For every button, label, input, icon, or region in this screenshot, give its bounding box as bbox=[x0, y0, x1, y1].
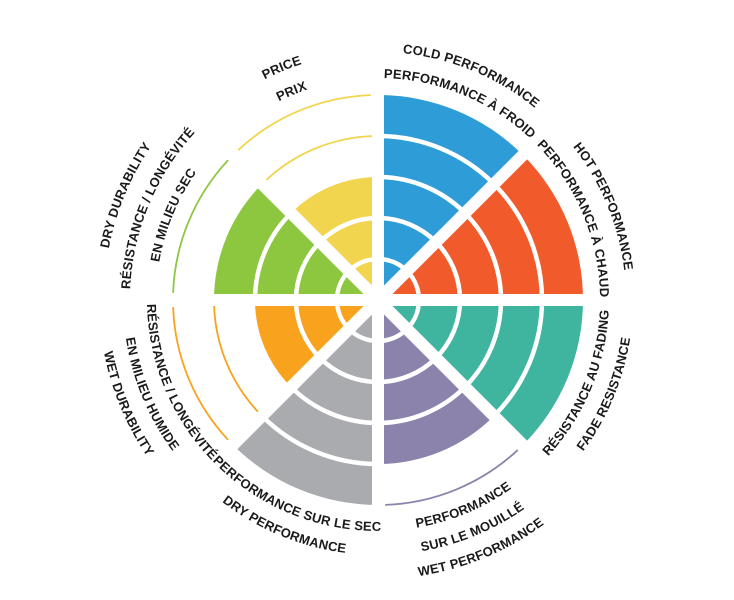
ring-divider-fade-resistance-3 bbox=[463, 299, 504, 389]
sector-label-price: PRICE bbox=[259, 52, 303, 82]
remaining-ring-arc-wet-durability-5 bbox=[172, 307, 229, 441]
ring-divider-dry-performance-4 bbox=[260, 414, 379, 467]
ring-divider-hot-performance-4 bbox=[492, 182, 545, 301]
sector-wedge-hot-performance bbox=[378, 155, 583, 300]
sector-label-line: RÉSISTANCE / LONGÉVITÉ bbox=[144, 304, 220, 463]
remaining-ring-arc-price-5 bbox=[237, 94, 371, 151]
sector-separators-layer bbox=[159, 81, 597, 519]
sector-label-line: PRICE bbox=[259, 52, 303, 82]
sector-wedge-dry-durability bbox=[214, 184, 378, 300]
ring-divider-hot-performance-3 bbox=[463, 211, 504, 301]
sector-wedge-fade-resistance bbox=[378, 300, 584, 445]
sector-label-wet-durability: RÉSISTANCE / LONGÉVITÉ bbox=[144, 304, 221, 463]
ring-divider-dry-durability-3 bbox=[252, 211, 293, 301]
sector-separator-7 bbox=[218, 140, 383, 305]
sector-wedges-layer bbox=[214, 95, 584, 506]
sector-separator-5 bbox=[218, 295, 383, 460]
remaining-ring-arc-wet-performance-5 bbox=[385, 449, 519, 506]
sector-separator-3 bbox=[373, 295, 538, 460]
remaining-ring-arc-wet-durability-4 bbox=[213, 305, 259, 413]
ring-divider-dry-performance-3 bbox=[289, 385, 379, 426]
sector-separator-1 bbox=[373, 140, 538, 305]
ring-divider-fade-resistance-4 bbox=[492, 299, 545, 418]
sector-wedge-price bbox=[291, 177, 378, 300]
sector-label-line: PRIX bbox=[274, 78, 309, 104]
ring-divider-wet-performance-3 bbox=[377, 385, 467, 426]
sector-label-price: PRIX bbox=[274, 78, 309, 104]
sector-label-dry-durability: RÉSISTANCE / LONGÉVITÉ bbox=[118, 124, 197, 289]
sector-wedge-dry-performance bbox=[233, 300, 378, 506]
sector-label-line: RÉSISTANCE / LONGÉVITÉ bbox=[118, 124, 197, 289]
remaining-ring-arc-dry-durability-5 bbox=[172, 159, 229, 293]
ring-divider-cold-performance-3 bbox=[377, 174, 467, 215]
sector-wedge-cold-performance bbox=[378, 95, 523, 300]
ring-divider-cold-performance-4 bbox=[377, 133, 496, 186]
remaining-rings-layer bbox=[172, 94, 519, 506]
sector-wedge-wet-durability bbox=[255, 300, 378, 387]
remaining-ring-arc-price-4 bbox=[265, 135, 373, 181]
sector-wedge-wet-performance bbox=[378, 300, 494, 464]
